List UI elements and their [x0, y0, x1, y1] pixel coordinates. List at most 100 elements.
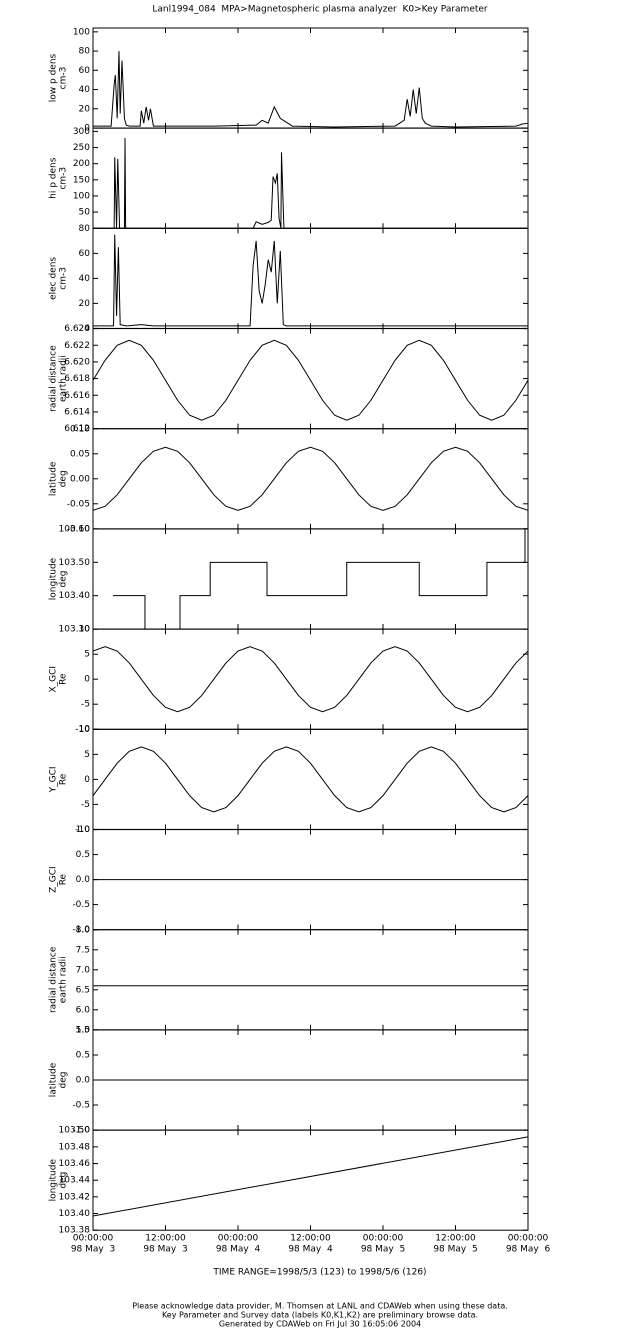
panel-frame: [92, 227, 529, 329]
y-tick-label: -5: [81, 800, 90, 810]
data-line: [92, 646, 529, 713]
y-tick-label: 6.612: [64, 424, 90, 434]
y-tick-label: 0: [84, 775, 90, 785]
y-tick-label: -0.10: [67, 524, 91, 534]
x-tick-label: 12:00:00: [145, 1234, 186, 1244]
y-tick-label: 0.0: [76, 1076, 91, 1086]
y-tick-label: 300: [73, 127, 90, 137]
data-line: [92, 446, 529, 511]
y-tick-label: 103.30: [59, 625, 91, 635]
y-tick-label: 200: [73, 159, 90, 169]
y-tick-label: 50: [79, 208, 91, 218]
y-axis-label: deg: [59, 1072, 69, 1089]
y-axis-label: hi p dens: [49, 157, 59, 199]
y-axis-label: Re: [59, 873, 69, 885]
y-tick-label: 60: [79, 249, 91, 259]
panel-frame: [92, 528, 529, 630]
y-axis-label: deg: [59, 470, 69, 487]
y-tick-label: 103.48: [59, 1142, 91, 1152]
y-axis-label: earth radii: [59, 355, 69, 402]
y-tick-label: 20: [79, 299, 91, 309]
y-tick-label: 6.618: [64, 374, 90, 384]
y-tick-label: 6.0: [76, 1005, 91, 1015]
y-tick-label: 6.622: [64, 341, 90, 351]
x-tick-label: 00:00:00: [73, 1234, 114, 1244]
y-tick-label: 0.5: [76, 850, 90, 860]
y-tick-label: 103.60: [59, 525, 91, 535]
y-tick-label: 5: [84, 750, 90, 760]
y-tick-label: 80: [79, 224, 91, 234]
data-line: [92, 339, 529, 421]
y-tick-label: 10: [79, 725, 91, 735]
y-tick-label: 6.620: [64, 357, 90, 367]
y-tick-label: 103.50: [59, 1126, 91, 1136]
x-tick-label: 12:00:00: [435, 1234, 476, 1244]
y-tick-label: 8.0: [76, 925, 91, 935]
y-tick-label: 103.38: [59, 1226, 91, 1236]
y-tick-label: 103.42: [59, 1192, 91, 1202]
y-tick-label: -10: [75, 825, 90, 835]
y-tick-label: -0.5: [72, 1101, 90, 1111]
y-tick-label: 80: [79, 47, 91, 57]
y-axis-label: radial distance: [49, 946, 59, 1013]
y-axis-label: earth radii: [59, 956, 69, 1003]
y-axis-label: longitude: [49, 1159, 59, 1202]
data-line: [93, 137, 528, 229]
y-axis-label: deg: [59, 571, 69, 588]
x-tick-label: 98 May 3: [71, 1245, 115, 1255]
x-tick-label: 98 May 5: [361, 1245, 405, 1255]
y-tick-label: 103.40: [59, 591, 91, 601]
y-tick-label: 103.50: [59, 558, 91, 568]
footer-line: Generated by CDAWeb on Fri Jul 30 16:05:…: [219, 1320, 421, 1329]
y-tick-label: 103.46: [59, 1159, 91, 1169]
data-line: [93, 51, 529, 128]
y-tick-label: -1.0: [72, 925, 90, 935]
y-tick-label: 103.40: [59, 1209, 91, 1219]
y-axis-label: cm-3: [59, 267, 69, 290]
x-tick-label: 98 May 5: [433, 1245, 477, 1255]
footer-line: Key Parameter and Survey data (labels K0…: [162, 1311, 478, 1320]
chart-title: Lanl1994_084 MPA>Magnetospheric plasma a…: [152, 5, 488, 15]
y-tick-label: 40: [79, 274, 91, 284]
y-tick-label: 0: [84, 324, 90, 334]
y-tick-label: -5: [81, 700, 90, 710]
y-tick-label: 100: [73, 27, 90, 37]
y-axis-label: cm-3: [59, 167, 69, 190]
y-tick-label: 5: [84, 650, 90, 660]
y-axis-label: X_GCI: [49, 666, 59, 693]
y-axis-label: low p dens: [49, 53, 59, 102]
y-tick-label: 6.616: [64, 391, 90, 401]
y-tick-label: 0: [84, 124, 90, 134]
y-axis-label: deg: [59, 1172, 69, 1189]
panel-frame: [92, 1129, 529, 1231]
y-tick-label: 6.5: [76, 985, 90, 995]
panel-frame: [92, 428, 529, 530]
y-tick-label: 6.624: [64, 324, 90, 334]
panel-frame: [92, 929, 529, 1031]
y-tick-label: 150: [73, 175, 90, 185]
y-tick-label: 6.614: [64, 407, 90, 417]
y-tick-label: 0.0: [76, 875, 91, 885]
data-line: [112, 528, 528, 630]
y-axis-label: cm-3: [59, 67, 69, 90]
x-tick-label: 12:00:00: [290, 1234, 331, 1244]
y-tick-label: 40: [79, 85, 91, 95]
y-axis-label: Re: [59, 673, 69, 685]
x-tick-label: 00:00:00: [218, 1234, 259, 1244]
footer-line: Please acknowledge data provider, M. Tho…: [132, 1302, 508, 1311]
y-tick-label: 0.00: [70, 474, 90, 484]
y-axis-label: Re: [59, 773, 69, 785]
y-axis-label: latitude: [49, 1062, 59, 1097]
panel-frame: [92, 127, 529, 229]
y-tick-label: 0.5: [76, 1051, 90, 1061]
y-tick-label: -10: [75, 725, 90, 735]
data-line: [92, 1136, 529, 1217]
x-tick-label: 98 May 3: [143, 1245, 187, 1255]
y-axis-label: longitude: [49, 557, 59, 600]
y-tick-label: 1.0: [76, 1026, 91, 1036]
y-tick-label: 7.0: [76, 965, 91, 975]
y-tick-label: 5.5: [76, 1025, 90, 1035]
y-tick-label: 60: [79, 66, 91, 76]
y-tick-label: 250: [73, 143, 90, 153]
panel-frame: [92, 628, 529, 730]
